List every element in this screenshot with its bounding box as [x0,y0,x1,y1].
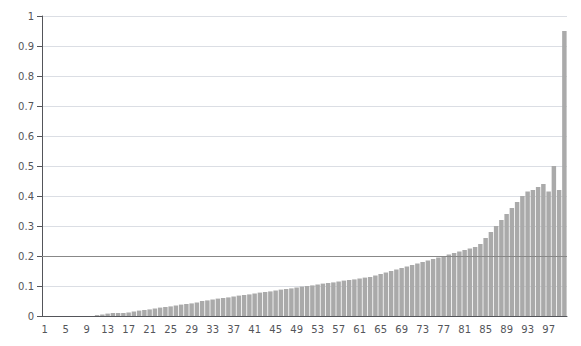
svg-text:5: 5 [62,324,68,335]
svg-text:0: 0 [28,311,34,322]
svg-text:85: 85 [479,324,492,335]
svg-text:0.2: 0.2 [18,251,34,262]
svg-text:17: 17 [122,324,135,335]
svg-text:89: 89 [500,324,513,335]
svg-text:25: 25 [164,324,177,335]
svg-text:65: 65 [374,324,387,335]
svg-text:0.9: 0.9 [18,41,34,52]
svg-text:57: 57 [332,324,345,335]
svg-text:1: 1 [28,11,34,22]
svg-text:69: 69 [395,324,408,335]
svg-text:0.4: 0.4 [18,191,34,202]
svg-text:45: 45 [269,324,282,335]
svg-text:49: 49 [290,324,303,335]
svg-text:1: 1 [41,324,47,335]
svg-text:0.7: 0.7 [18,101,34,112]
svg-text:77: 77 [437,324,450,335]
svg-text:61: 61 [353,324,366,335]
svg-text:0.6: 0.6 [18,131,34,142]
svg-text:41: 41 [248,324,261,335]
svg-text:53: 53 [311,324,324,335]
svg-text:93: 93 [521,324,534,335]
svg-text:73: 73 [416,324,429,335]
svg-text:81: 81 [458,324,471,335]
svg-text:37: 37 [227,324,240,335]
svg-text:0.8: 0.8 [18,71,34,82]
svg-text:97: 97 [542,324,555,335]
svg-text:29: 29 [185,324,198,335]
svg-text:0.5: 0.5 [18,161,34,172]
svg-text:9: 9 [83,324,89,335]
svg-text:0.3: 0.3 [18,221,34,232]
svg-text:33: 33 [206,324,219,335]
svg-text:21: 21 [143,324,156,335]
svg-text:0.1: 0.1 [18,281,34,292]
svg-text:13: 13 [101,324,114,335]
